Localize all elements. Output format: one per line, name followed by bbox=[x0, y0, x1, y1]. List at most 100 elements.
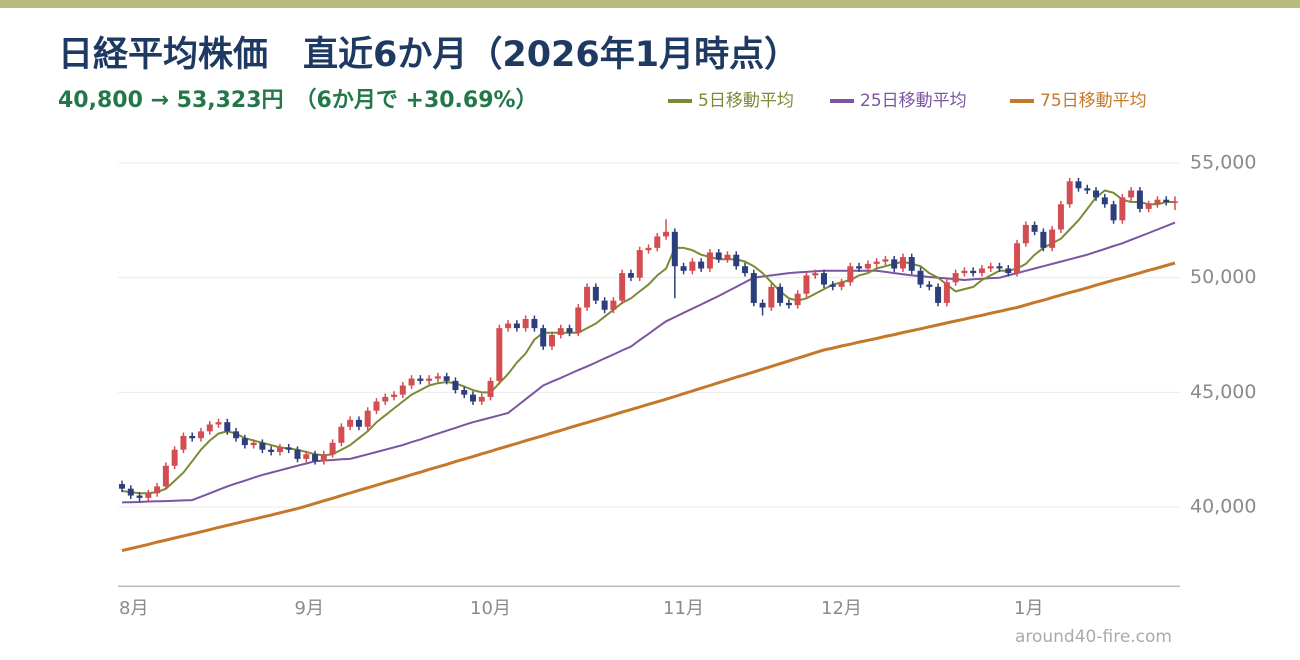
candle-body bbox=[338, 426, 345, 443]
candle-body bbox=[1066, 181, 1073, 205]
candle-body bbox=[312, 454, 319, 462]
candle-body bbox=[882, 259, 889, 262]
candle-body bbox=[1084, 188, 1091, 191]
y-tick-label: 50,000 bbox=[1190, 266, 1256, 288]
candle-body bbox=[443, 376, 450, 381]
candle-body bbox=[575, 307, 582, 333]
candle-body bbox=[1031, 224, 1038, 232]
candle-body bbox=[391, 394, 398, 397]
candle-body bbox=[952, 273, 959, 283]
candle-body bbox=[355, 419, 362, 427]
candle-body bbox=[276, 447, 283, 452]
candle-body bbox=[206, 424, 213, 432]
candle-body bbox=[522, 318, 529, 329]
candle-body bbox=[610, 300, 617, 310]
candle-body bbox=[829, 284, 836, 287]
candle-body bbox=[1163, 199, 1170, 202]
candle-body bbox=[224, 422, 231, 432]
candle-body bbox=[821, 273, 827, 285]
chart-title: 日経平均株価 直近6か月（2026年1月時点） bbox=[58, 35, 799, 75]
candle-body bbox=[1022, 224, 1029, 244]
candle-body bbox=[426, 378, 433, 381]
candle-body bbox=[654, 236, 661, 248]
candle-body bbox=[742, 266, 749, 274]
candle-body bbox=[1101, 197, 1108, 205]
candle-body bbox=[215, 422, 222, 425]
y-tick-label: 40,000 bbox=[1190, 496, 1256, 518]
candle-body bbox=[1049, 229, 1056, 248]
candle-body bbox=[557, 328, 564, 336]
moving-average-line bbox=[121, 221, 1176, 504]
candle-body bbox=[584, 286, 591, 308]
candle-body bbox=[891, 259, 898, 269]
legend-label: 25日移動平均 bbox=[860, 91, 967, 111]
candle-body bbox=[171, 449, 178, 466]
candle-body bbox=[1128, 190, 1135, 198]
candle-body bbox=[399, 385, 406, 395]
candle-body bbox=[478, 396, 485, 402]
candle-body bbox=[303, 454, 310, 459]
candle-body bbox=[619, 273, 626, 301]
candle-body bbox=[1145, 204, 1152, 209]
candle-body bbox=[917, 270, 924, 285]
candle-body bbox=[978, 268, 985, 274]
candle-body bbox=[698, 261, 705, 269]
candle-body bbox=[180, 435, 187, 450]
candle-body bbox=[540, 328, 547, 347]
moving-average-line bbox=[121, 261, 1176, 553]
candle-body bbox=[162, 465, 169, 487]
top-bar bbox=[0, 0, 1300, 8]
y-tick-label: 45,000 bbox=[1190, 381, 1256, 403]
candle-body bbox=[189, 435, 196, 439]
candle-body bbox=[706, 252, 713, 269]
candle-body bbox=[1136, 190, 1143, 209]
candle-body bbox=[470, 394, 476, 402]
candle-body bbox=[417, 378, 424, 381]
x-tick-label: 8月 bbox=[119, 598, 148, 619]
candle-body bbox=[785, 302, 792, 306]
candle-body bbox=[1154, 199, 1161, 205]
candle-body bbox=[987, 266, 994, 269]
candle-body bbox=[294, 449, 301, 459]
candle-body bbox=[680, 266, 687, 271]
candle-body bbox=[329, 442, 336, 455]
candle-body bbox=[145, 493, 152, 498]
candle-body bbox=[197, 431, 204, 439]
candle-body bbox=[250, 442, 257, 446]
legend-label: 5日移動平均 bbox=[698, 91, 794, 111]
candle-body bbox=[777, 286, 784, 303]
candle-body bbox=[715, 252, 722, 260]
source: around40-fire.com bbox=[1015, 627, 1172, 647]
candle-body bbox=[513, 323, 520, 329]
candle-body bbox=[943, 282, 950, 303]
candle-body bbox=[119, 484, 125, 489]
candle-body bbox=[505, 323, 512, 329]
candle-body bbox=[268, 449, 275, 452]
x-tick-label: 1月 bbox=[1014, 598, 1043, 619]
x-tick-label: 9月 bbox=[295, 598, 324, 619]
candle-body bbox=[750, 273, 757, 303]
candle-body bbox=[873, 261, 880, 264]
candle-body bbox=[566, 328, 573, 333]
candle-body bbox=[961, 270, 968, 274]
candle-body bbox=[627, 273, 634, 278]
y-tick-label: 55,000 bbox=[1190, 152, 1256, 174]
candle-body bbox=[548, 335, 555, 347]
candle-body bbox=[364, 410, 371, 427]
candle-body bbox=[127, 488, 134, 496]
candle-body bbox=[136, 495, 143, 498]
candle-body bbox=[926, 284, 933, 287]
candle-body bbox=[285, 447, 292, 450]
candle-body bbox=[636, 250, 643, 278]
candle-body bbox=[1040, 231, 1047, 248]
candle-body bbox=[899, 257, 906, 269]
candle-body bbox=[241, 438, 248, 446]
candle-body bbox=[373, 401, 380, 411]
x-tick-label: 10月 bbox=[470, 598, 511, 619]
candle-body bbox=[320, 454, 327, 462]
candle-body bbox=[408, 378, 415, 386]
candle-body bbox=[838, 282, 845, 287]
candle-body bbox=[154, 486, 161, 494]
candle-body bbox=[592, 286, 599, 301]
